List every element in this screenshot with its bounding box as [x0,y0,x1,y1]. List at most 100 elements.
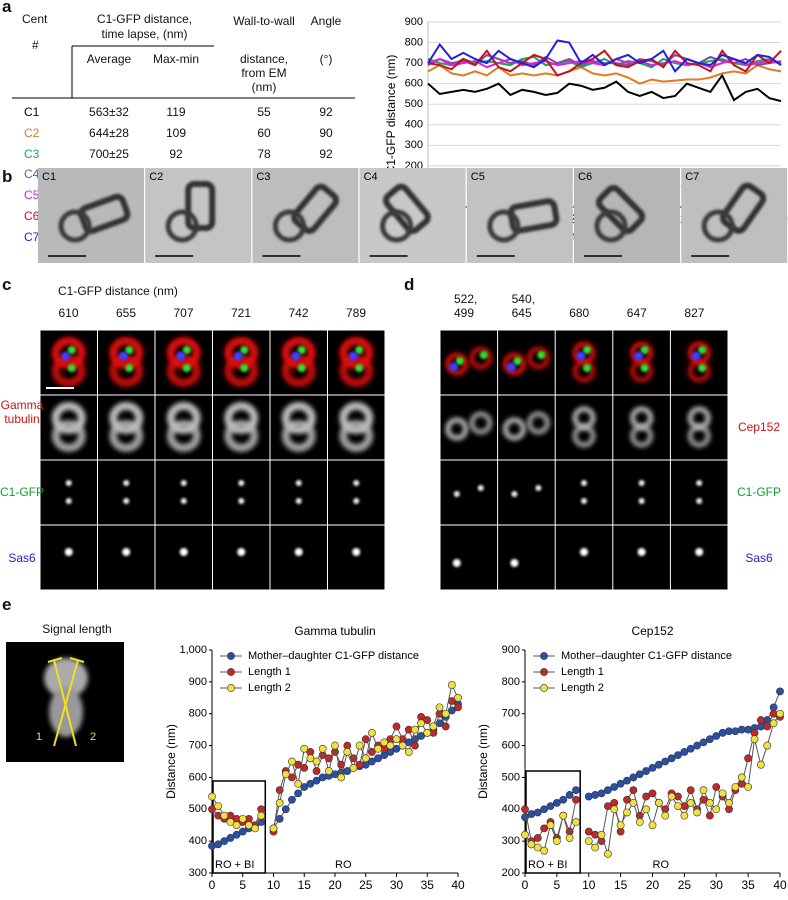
marker [584,827,593,836]
marker [380,738,389,747]
centriole [383,183,431,234]
marker [257,811,266,820]
marker [705,799,714,807]
micrograph-bg [328,525,385,590]
marker [693,808,702,817]
marker [208,805,216,814]
micrograph [555,395,613,460]
table-cell: 78 [257,146,271,161]
table-cell: 644±28 [89,125,129,140]
legend-label: Mother–daughter C1-GFP distance [561,650,732,662]
green-signal [698,364,707,372]
marker [361,754,370,763]
marker [699,738,708,747]
marker [654,760,663,769]
ring-signal [339,402,374,434]
marker [367,757,376,766]
micrograph-bg [40,460,97,525]
ring-signal [109,402,144,434]
marker [214,802,223,810]
blue-signal [176,351,186,361]
sas6-dot [122,548,131,556]
marker [623,795,631,804]
gfp-dot [638,480,645,486]
blue-signal [691,351,701,361]
em-image: C2 [145,168,252,263]
marker [533,843,542,852]
green-signal [125,364,134,372]
micrograph [670,395,728,460]
legend-label: Length 1 [248,666,291,678]
x-tick-label: 10 [582,878,596,892]
em-image: C1 [38,168,144,263]
marker [686,799,695,807]
marker [392,722,401,731]
gfp-dot [238,480,245,486]
ring-signal [339,420,374,452]
legend-marker [227,668,235,676]
ring-signal [445,352,469,376]
marker [546,821,555,830]
blue-signal [634,351,644,361]
row-label: Sas6 [745,551,773,565]
em-image: C4 [359,168,466,263]
marker [623,776,631,785]
x-tick-label: 5 [554,878,561,892]
marker [623,808,631,817]
micrograph-bg [98,525,155,590]
table-header: (°) [319,52,333,66]
marker [423,716,432,724]
marker [603,802,612,810]
marker [318,744,327,753]
legend-label: Length 1 [561,666,604,678]
x-tick-label: 25 [678,878,692,892]
marker [769,719,778,728]
marker [441,722,450,731]
micrograph [40,395,97,460]
marker [731,727,740,736]
green-signal [583,346,591,354]
y-tick-label: 800 [405,36,423,48]
marker [756,760,765,769]
y-tick-label: 500 [405,98,423,110]
marker [294,779,302,788]
x-tick-label: 35 [741,878,755,892]
gfp-dot [696,480,703,486]
marker [667,792,676,801]
micrograph-bg [98,460,155,525]
marker [552,837,561,846]
em-label: C4 [364,171,378,183]
table-cell: 92 [319,146,333,161]
micrograph [270,395,327,460]
marker [324,767,333,775]
annotation: RO [653,859,670,871]
marker [629,786,638,795]
marker [610,805,619,814]
centriole [380,209,414,243]
micrograph-bg [498,460,555,525]
marker [642,805,651,814]
annotation: RO + BI [528,859,567,871]
micrograph-bg [613,460,670,525]
gfp-dot [511,491,518,497]
centriole [595,184,646,235]
table-cell: 90 [319,125,333,140]
micrograph-bg [155,460,212,525]
marker [725,799,733,807]
table-cell: 109 [165,125,187,140]
legend-label: Length 2 [248,682,291,694]
marker [552,799,561,807]
marker [251,824,259,833]
legend-marker [540,652,548,660]
micrograph [498,525,555,590]
table-cell: 92 [169,146,183,161]
marker [680,811,689,820]
marker [744,725,753,734]
table-header: Angle [310,14,342,28]
gfp-dot [123,480,130,486]
marker [423,728,432,737]
y-tick-label: 900 [502,644,520,656]
marker [220,837,229,846]
micrograph-bg [555,525,613,590]
ring-signal [51,337,86,369]
